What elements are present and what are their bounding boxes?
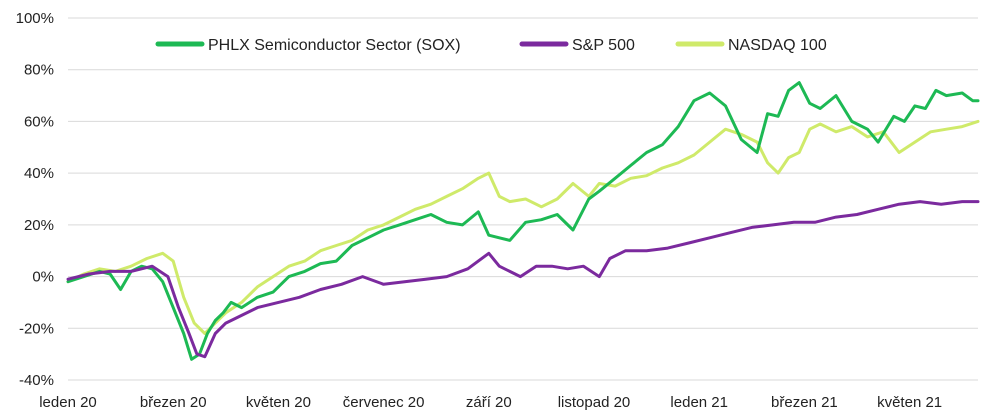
y-tick-label: 100% bbox=[16, 10, 54, 27]
y-axis-tick-labels: 100% 80% 60% 40% 20% 0% -20% -40% bbox=[16, 10, 54, 389]
legend-label: PHLX Semiconductor Sector (SOX) bbox=[208, 37, 461, 54]
series-line-1 bbox=[66, 200, 980, 359]
x-tick-label: květen 20 bbox=[246, 394, 311, 411]
y-tick-label: -40% bbox=[19, 372, 54, 389]
legend: PHLX Semiconductor Sector (SOX) S&P 500 NA… bbox=[155, 37, 827, 54]
legend-label: NASDAQ 100 bbox=[728, 37, 827, 54]
series-line-0 bbox=[66, 81, 980, 361]
x-tick-label: březen 20 bbox=[140, 394, 207, 411]
legend-label: S&P 500 bbox=[572, 37, 635, 54]
x-tick-label: březen 21 bbox=[771, 394, 838, 411]
y-tick-label: -20% bbox=[19, 320, 54, 337]
x-tick-label: leden 20 bbox=[39, 394, 97, 411]
x-tick-label: květen 21 bbox=[877, 394, 942, 411]
y-tick-label: 40% bbox=[24, 165, 54, 182]
series-lines bbox=[66, 81, 980, 361]
y-tick-label: 80% bbox=[24, 62, 54, 79]
y-tick-label: 20% bbox=[24, 217, 54, 234]
x-tick-label: listopad 20 bbox=[558, 394, 631, 411]
y-tick-label: 0% bbox=[32, 269, 54, 286]
x-tick-label: červenec 20 bbox=[343, 394, 425, 411]
x-tick-label: září 20 bbox=[466, 394, 512, 411]
x-axis-tick-labels: leden 20 březen 20 květen 20 červenec 20 zář… bbox=[39, 394, 942, 411]
x-tick-label: leden 21 bbox=[670, 394, 728, 411]
y-tick-label: 60% bbox=[24, 113, 54, 130]
